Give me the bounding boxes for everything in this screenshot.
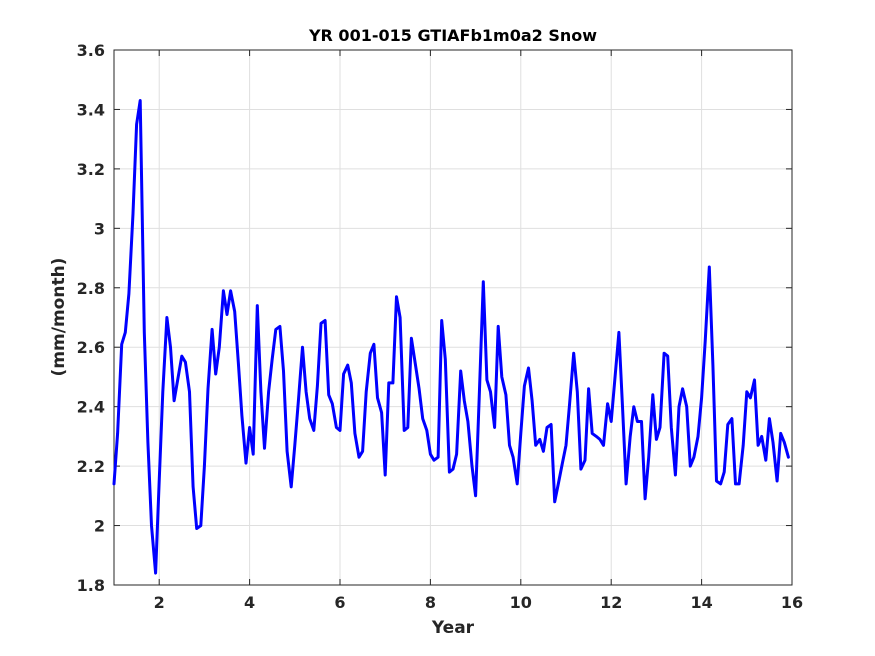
- axes-box: [113, 49, 793, 586]
- y-tick-label: 3.6: [77, 41, 105, 60]
- chart-title: YR 001-015 GTIAFb1m0a2 Snow: [308, 26, 597, 45]
- x-tick-label: 8: [425, 593, 436, 612]
- x-tick-label: 6: [334, 593, 345, 612]
- y-tick-label: 2.8: [77, 279, 105, 298]
- tick-labels: 2 4 6 8 10 12 14 16 1.8 2 2.2 2.4 2.6 2.8 3 3.2 3.4 3.6: [77, 41, 803, 612]
- y-tick-label: 2.4: [77, 398, 105, 417]
- x-tick-label: 2: [154, 593, 165, 612]
- y-tick-label: 3: [94, 219, 105, 238]
- series-line: [112, 99, 790, 575]
- x-tick-label: 12: [600, 593, 622, 612]
- x-tick-label: 4: [244, 593, 255, 612]
- y-axis-label: (mm/month): [49, 258, 69, 377]
- y-tick-label: 3.2: [77, 160, 105, 179]
- x-tick-label: 16: [781, 593, 803, 612]
- y-tick-label: 2.6: [77, 338, 105, 357]
- y-tick-label: 2: [94, 517, 105, 536]
- y-tick-label: 1.8: [77, 576, 105, 595]
- plot-area: [114, 50, 792, 585]
- x-axis-label: Year: [431, 618, 475, 638]
- x-tick-label: 14: [690, 593, 712, 612]
- y-tick-label: 3.4: [77, 100, 105, 119]
- y-tick-label: 2.2: [77, 457, 105, 476]
- series-layer: [112, 99, 790, 575]
- x-tick-label: 10: [510, 593, 532, 612]
- axes: [113, 49, 793, 586]
